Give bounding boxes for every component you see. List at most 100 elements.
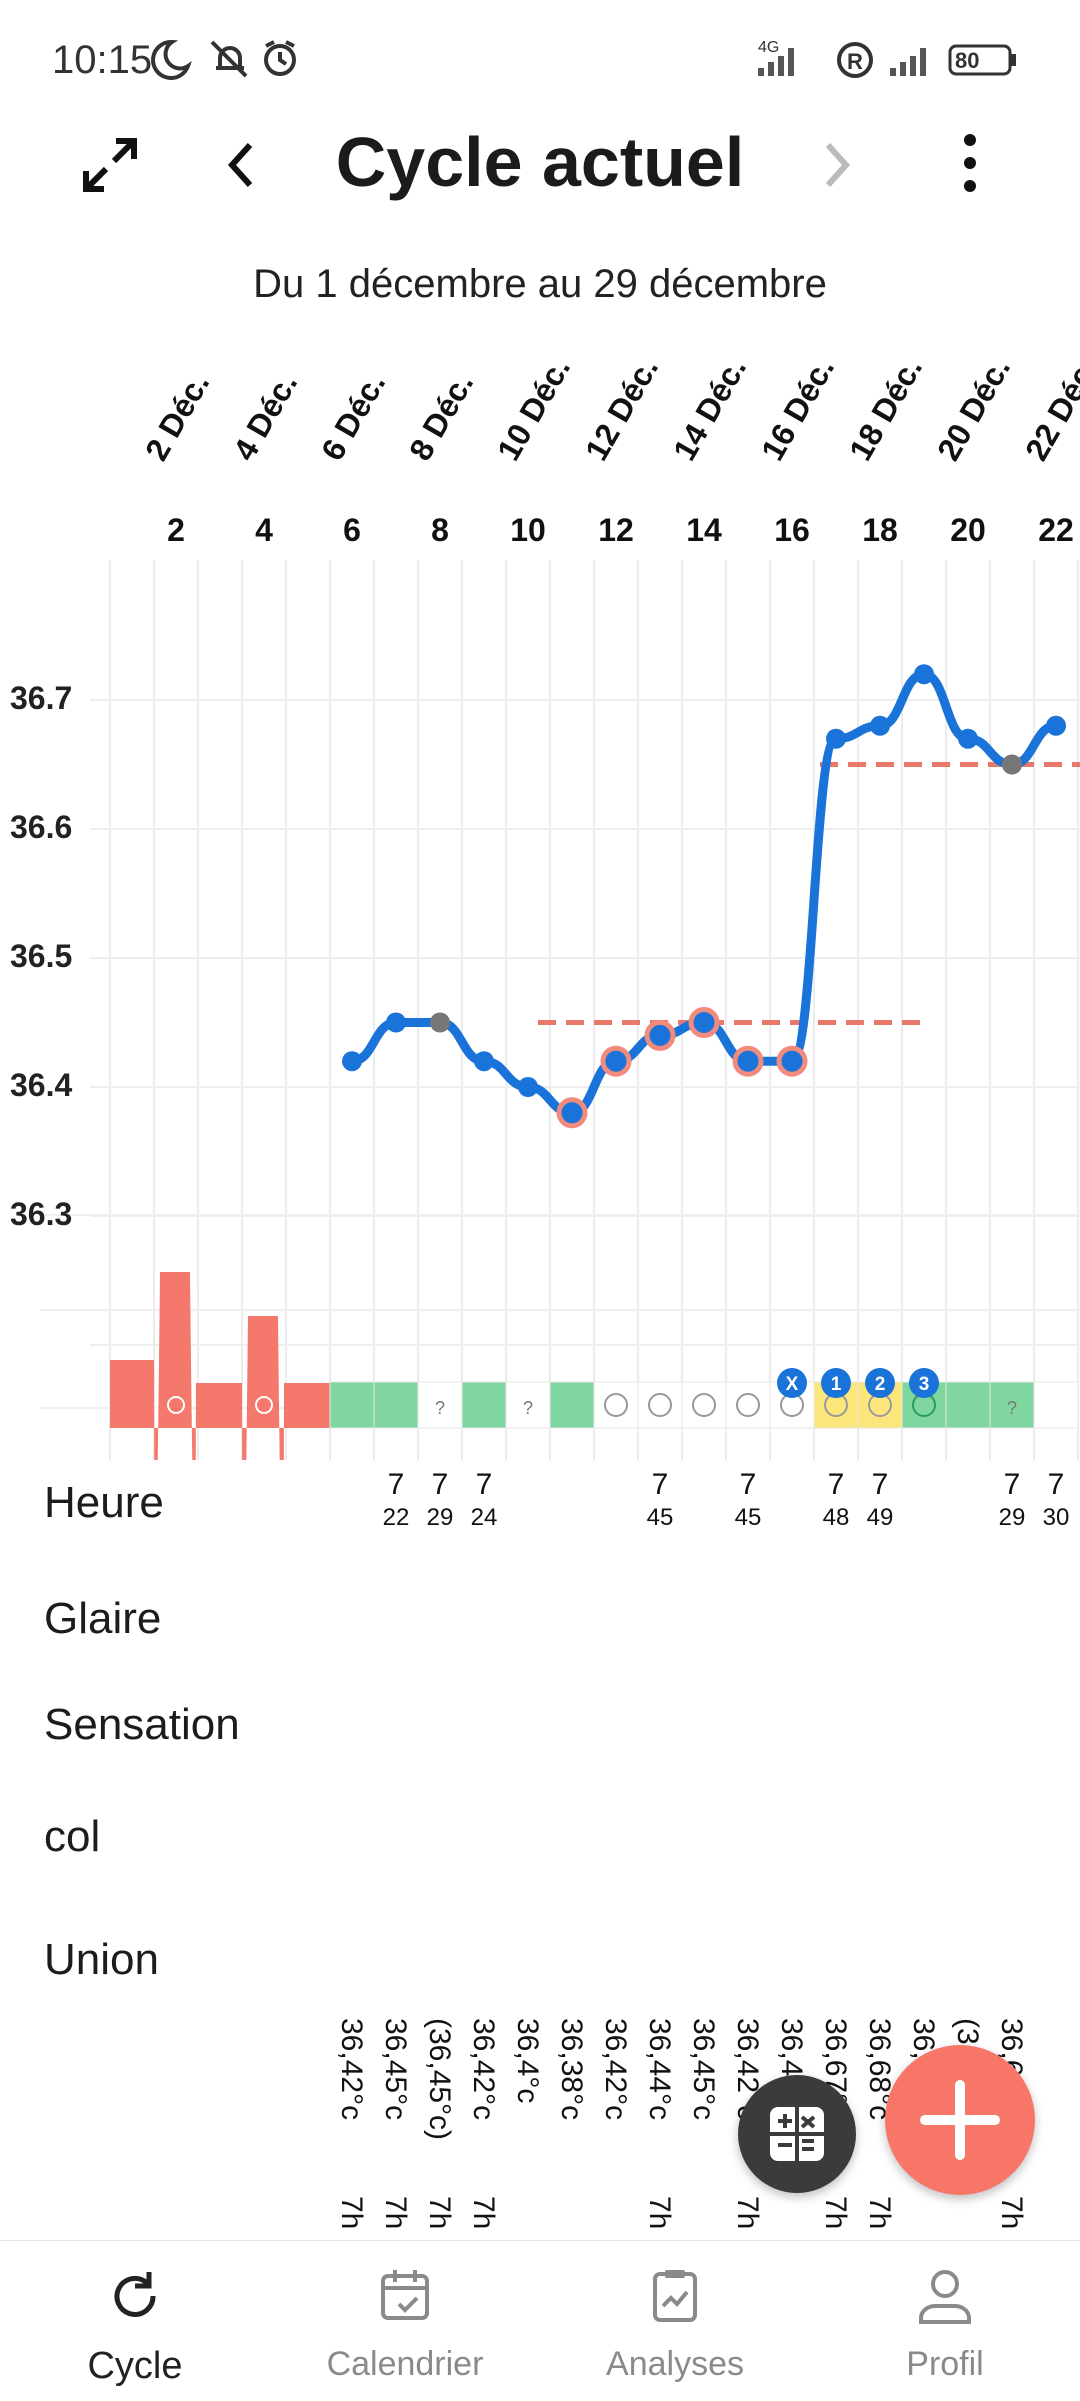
more-options-button[interactable] <box>950 130 990 200</box>
more-vertical-icon <box>964 134 976 192</box>
temperature-point[interactable] <box>342 1051 362 1072</box>
temperature-point[interactable] <box>914 664 934 685</box>
hour-value: 7 49 <box>858 1470 902 1530</box>
y-axis-tick-label: 36.3 <box>10 1196 73 1232</box>
minute: 24 <box>470 1504 498 1531</box>
expand-button[interactable] <box>80 135 140 195</box>
baby-face-icon <box>604 1393 628 1417</box>
x-axis-day-label: 16 <box>774 512 810 548</box>
peak-marker-label: 2 <box>875 1374 886 1395</box>
temperature-point[interactable] <box>870 715 890 736</box>
nav-label-calendrier: Calendrier <box>326 2345 484 2383</box>
x-axis-day-label: 18 <box>862 512 898 548</box>
x-axis-date-label: 16 Déc. <box>753 351 842 467</box>
nav-profil[interactable]: Profil <box>810 2241 1080 2401</box>
x-axis-date-label: 20 Déc. <box>929 351 1018 467</box>
x-axis-day-label: 4 <box>255 512 273 548</box>
plus-icon <box>920 2080 1000 2160</box>
hour: 7 <box>387 1468 405 1501</box>
hour: 7 <box>739 1468 757 1501</box>
temperature-point[interactable] <box>826 728 846 749</box>
y-axis-tick-label: 36.5 <box>10 938 73 974</box>
add-entry-button[interactable] <box>885 2045 1035 2195</box>
temperature-point[interactable] <box>600 1045 632 1077</box>
x-axis-date-label: 6 Déc. <box>313 366 393 467</box>
x-axis-day-label: 8 <box>431 512 449 548</box>
battery-level: 80 <box>955 48 980 73</box>
calculator-button[interactable] <box>738 2075 856 2193</box>
peak-marker <box>865 1368 895 1398</box>
x-axis-date-label: 14 Déc. <box>665 351 754 467</box>
time-value-label: 7h <box>335 2196 368 2230</box>
chevron-right-icon <box>825 142 851 188</box>
temperature-value-label: 36,4°c <box>511 2018 544 2104</box>
temperature-point[interactable] <box>732 1045 764 1077</box>
row-label-heure: Heure <box>44 1478 164 1527</box>
expand-icon <box>83 138 137 192</box>
unknown-marker: ? <box>435 1398 445 1418</box>
temperature-point[interactable] <box>1002 754 1022 775</box>
previous-cycle-button[interactable] <box>218 135 268 195</box>
x-axis-day-label: 12 <box>598 512 634 548</box>
hour-value: 7 29 <box>418 1470 462 1530</box>
minute: 45 <box>734 1504 762 1531</box>
hour: 7 <box>827 1468 845 1501</box>
status-time: 10:15 <box>52 38 153 82</box>
temperature-line <box>347 669 1061 1118</box>
hour: 7 <box>431 1468 449 1501</box>
nav-label-analyses: Analyses <box>606 2345 744 2383</box>
temperature-point[interactable] <box>688 1007 720 1038</box>
temperature-point[interactable] <box>958 728 978 749</box>
hour-value: 7 48 <box>814 1470 858 1530</box>
temperature-point[interactable] <box>474 1051 494 1072</box>
temperature-point[interactable] <box>518 1077 538 1097</box>
time-value-label: 7h <box>731 2196 764 2230</box>
baby-face-icon <box>648 1393 672 1417</box>
baby-face-icon <box>692 1393 716 1417</box>
temperature-point[interactable] <box>386 1012 406 1033</box>
next-cycle-button[interactable] <box>812 135 862 195</box>
temperature-value-label: 36,42°c <box>599 2018 632 2121</box>
temperature-point[interactable] <box>430 1012 450 1033</box>
fertility-cell <box>461 1381 507 1429</box>
x-axis-date-label: 10 Déc. <box>489 351 578 467</box>
hour-value: 7 30 <box>1034 1470 1078 1530</box>
temperature-value-label: 36,44°c <box>643 2018 676 2121</box>
hour-value: 7 22 <box>374 1470 418 1530</box>
peak-marker <box>909 1368 939 1398</box>
time-value-label: 7h <box>379 2196 412 2230</box>
hour-value: 7 45 <box>638 1470 682 1530</box>
x-axis-date-label: 8 Déc. <box>401 366 481 467</box>
nav-cycle[interactable]: Cycle <box>0 2241 270 2401</box>
minute: 48 <box>822 1504 850 1531</box>
row-label-union: Union <box>44 1935 159 1984</box>
hour-value: 7 45 <box>726 1470 770 1530</box>
hour: 7 <box>1003 1468 1021 1501</box>
x-axis-day-label: 6 <box>343 512 361 548</box>
hour: 7 <box>651 1468 669 1501</box>
temperature-point[interactable] <box>1046 715 1066 736</box>
temperature-value-label: (36,45°c) <box>423 2018 456 2141</box>
row-label-sensation: Sensation <box>44 1700 240 1749</box>
bottom-navigation: Cycle Calendrier Analyses Profil <box>0 2240 1080 2401</box>
drop-icon <box>255 1396 273 1414</box>
temperature-value-label: 36,42°c <box>335 2018 368 2121</box>
nav-label-profil: Profil <box>906 2345 984 2383</box>
fertility-cell <box>681 1381 727 1429</box>
calendar-icon <box>381 2270 429 2320</box>
temperature-point[interactable] <box>556 1097 588 1129</box>
unknown-marker: ? <box>1007 1398 1017 1418</box>
temperature-point[interactable] <box>644 1019 676 1051</box>
unknown-marker: ? <box>523 1398 533 1418</box>
y-axis-tick-label: 36.6 <box>10 809 73 845</box>
nav-calendrier[interactable]: Calendrier <box>270 2241 540 2401</box>
nav-analyses[interactable]: Analyses <box>540 2241 810 2401</box>
x-axis-date-label: 22 Déc. <box>1017 351 1080 467</box>
row-label-col: col <box>44 1812 101 1861</box>
status-bar: 10:15 4G R 80 <box>0 0 1080 110</box>
temperature-value-label: 36,38°c <box>555 2018 588 2121</box>
row-label-glaire: Glaire <box>44 1594 162 1643</box>
fertility-cell <box>373 1381 419 1429</box>
temperature-value-label: (3 <box>951 2018 984 2045</box>
temperature-point[interactable] <box>776 1045 808 1077</box>
